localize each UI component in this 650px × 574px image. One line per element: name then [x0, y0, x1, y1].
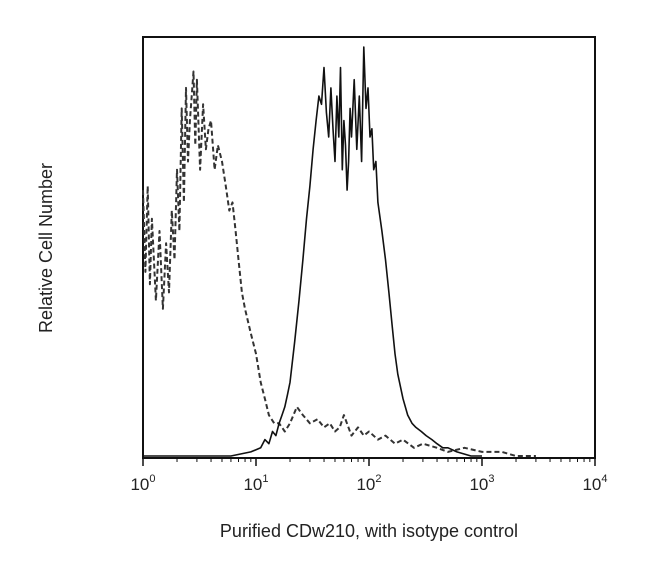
- x-tick-base: 10: [582, 475, 601, 494]
- x-tick-exponent: 2: [375, 473, 381, 485]
- y-axis-label: Relative Cell Number: [36, 163, 56, 333]
- x-tick-label: 104: [582, 473, 607, 494]
- x-tick-exponent: 4: [601, 473, 607, 485]
- x-tick-base: 10: [469, 475, 488, 494]
- x-tick-label: 101: [243, 473, 268, 494]
- x-tick-label: 100: [130, 473, 155, 494]
- x-tick-exponent: 3: [488, 473, 494, 485]
- x-tick-exponent: 1: [262, 473, 268, 485]
- x-axis-ticks: 100 101 102 103 104: [130, 458, 608, 494]
- cdw210-histogram: [143, 46, 482, 457]
- x-tick-label: 102: [356, 473, 381, 494]
- x-tick-label: 103: [469, 473, 494, 494]
- isotype-control-histogram: [142, 70, 536, 457]
- x-tick-base: 10: [243, 475, 262, 494]
- x-tick-base: 10: [130, 475, 149, 494]
- x-axis-label: Purified CDw210, with isotype control: [220, 521, 518, 541]
- series-layer: [142, 46, 536, 457]
- x-tick-exponent: 0: [149, 473, 155, 485]
- x-tick-base: 10: [356, 475, 375, 494]
